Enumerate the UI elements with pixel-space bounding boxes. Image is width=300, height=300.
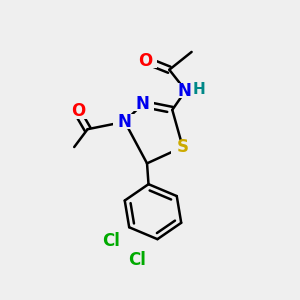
Text: N: N bbox=[118, 113, 132, 131]
FancyBboxPatch shape bbox=[123, 253, 150, 267]
Text: S: S bbox=[177, 138, 189, 156]
Text: Cl: Cl bbox=[128, 251, 146, 269]
Text: N: N bbox=[177, 82, 191, 100]
FancyBboxPatch shape bbox=[98, 233, 125, 248]
FancyBboxPatch shape bbox=[173, 83, 196, 98]
FancyBboxPatch shape bbox=[134, 53, 157, 68]
FancyBboxPatch shape bbox=[188, 82, 210, 97]
FancyBboxPatch shape bbox=[68, 104, 90, 119]
Text: N: N bbox=[136, 95, 149, 113]
FancyBboxPatch shape bbox=[113, 114, 136, 129]
Text: H: H bbox=[193, 82, 206, 97]
Text: O: O bbox=[71, 102, 86, 120]
FancyBboxPatch shape bbox=[171, 140, 194, 154]
FancyBboxPatch shape bbox=[131, 97, 154, 111]
Text: Cl: Cl bbox=[102, 232, 120, 250]
Text: O: O bbox=[138, 52, 153, 70]
